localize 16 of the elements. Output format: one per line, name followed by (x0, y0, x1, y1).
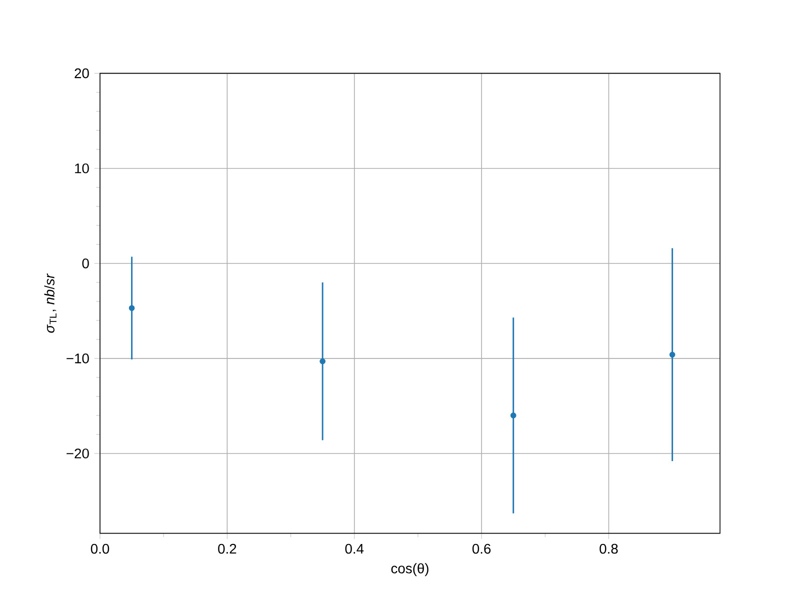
point (128, 305, 135, 311)
x-axis-title: cos(θ) (391, 563, 428, 576)
y-tick-label: −20 (66, 448, 89, 458)
x-tick-label: 0.8 (600, 544, 618, 554)
x-tick-label: 0.4 (345, 544, 364, 554)
y-tick-label: −10 (66, 354, 89, 364)
point (320, 358, 326, 364)
x-tick-label: 0.0 (90, 544, 110, 554)
y-tick-label: 20 (74, 68, 89, 78)
x-tick-label: 0.6 (472, 544, 491, 554)
x-tick-label: 0.2 (218, 544, 236, 554)
point (510, 412, 516, 418)
y-axis-title: σ$_{TL}$, nb/sr (44, 273, 56, 333)
point (669, 352, 676, 358)
y-tick-label: 0 (82, 258, 89, 268)
y-tick-label: 10 (75, 163, 89, 174)
